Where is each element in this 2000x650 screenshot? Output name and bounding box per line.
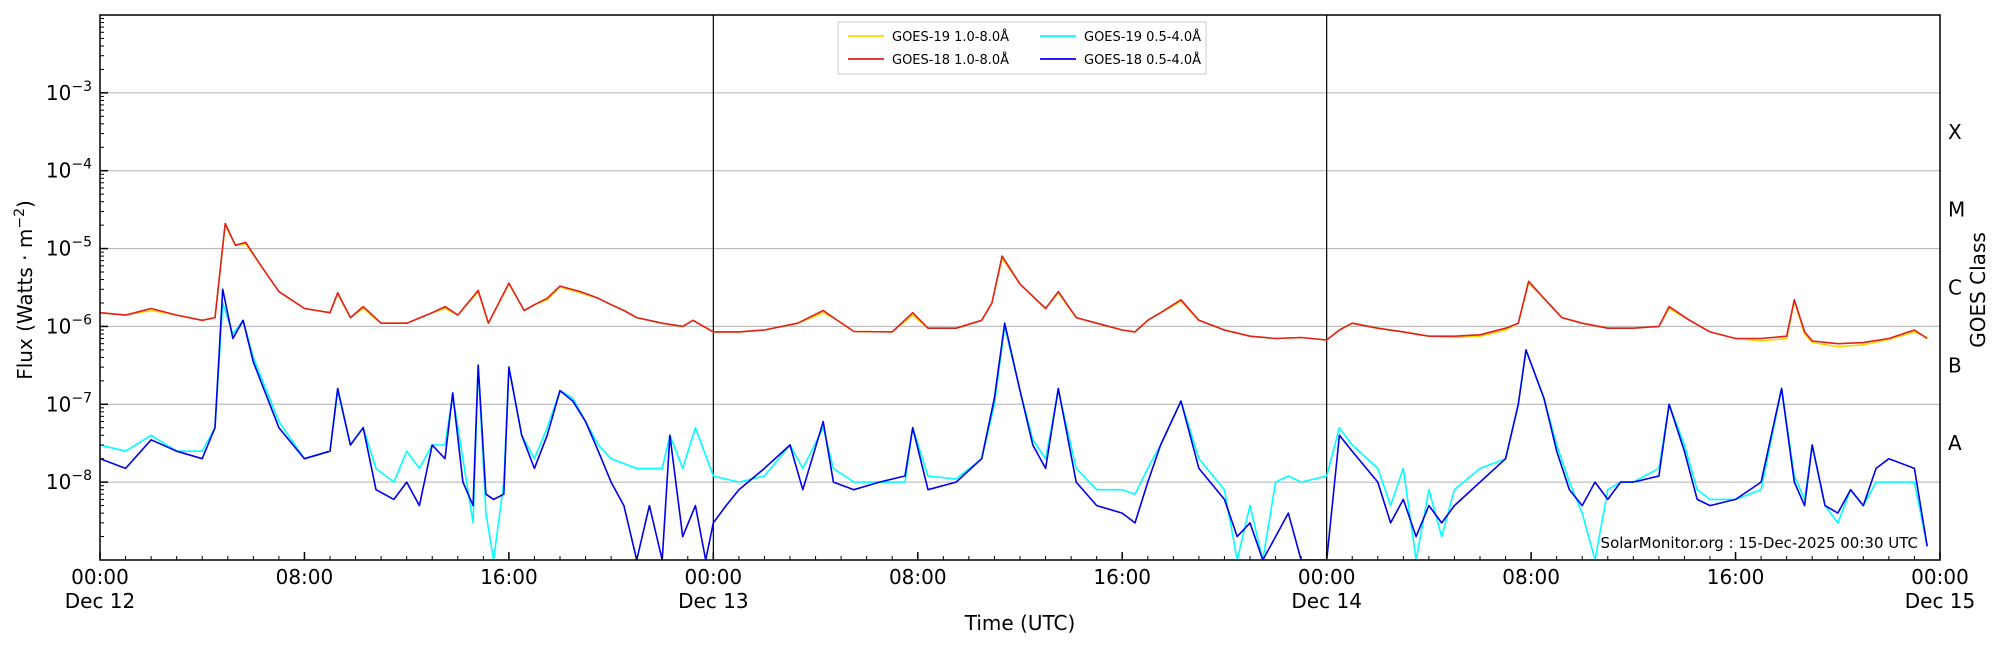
x-tick-label: 08:00 (1502, 565, 1560, 589)
day-boundary-lines (712, 15, 1328, 560)
x-tick-label: 00:00 (685, 565, 743, 589)
credit-text: SolarMonitor.org : 15-Dec-2025 00:30 UTC (1601, 534, 1918, 552)
grid-lines (100, 92, 1940, 483)
goes-class-label: A (1948, 431, 1962, 455)
goes-class-label: M (1948, 198, 1965, 222)
legend-label: GOES-19 1.0-8.0Å (892, 29, 1009, 45)
x-tick-date-label: Dec 13 (678, 589, 749, 613)
y-tick-label: 10−6 (46, 312, 92, 338)
y-tick-label: 10−8 (46, 468, 92, 494)
goes-class-label: X (1948, 120, 1962, 144)
legend-label: GOES-18 1.0-8.0Å (892, 52, 1009, 68)
plot-frame (99, 14, 1941, 561)
legend-label: GOES-19 0.5-4.0Å (1084, 29, 1201, 45)
series-line (100, 224, 1928, 348)
series-line (100, 302, 1928, 560)
y-axis-title: Flux (Watts · m−2) (12, 200, 37, 380)
x-tick-label: 16:00 (1093, 565, 1151, 589)
x-axis-title: Time (UTC) (964, 611, 1076, 635)
goes-class-label: C (1948, 276, 1962, 300)
x-tick-label: 00:00 (1911, 565, 1969, 589)
y-tick-label: 10−5 (46, 235, 92, 261)
y-tick-label: 10−3 (46, 79, 92, 105)
x-tick-label: 08:00 (889, 565, 947, 589)
goes-class-labels: A B C M X (1948, 120, 1965, 455)
y-tick-label: 10−7 (46, 390, 92, 416)
x-tick-date-label: Dec 15 (1905, 589, 1976, 613)
legend: GOES-19 1.0-8.0Å GOES-18 1.0-8.0Å GOES-19 … (837, 21, 1207, 75)
x-tick-label: 00:00 (1298, 565, 1356, 589)
x-tick-label: 00:00 (71, 565, 129, 589)
series-line (100, 288, 1928, 560)
series-line (100, 222, 1928, 345)
y-tick-labels: 10−8 10−7 10−6 10−5 10−4 10−3 (46, 79, 92, 494)
x-tick-label: 08:00 (276, 565, 334, 589)
legend-label: GOES-18 0.5-4.0Å (1084, 52, 1201, 68)
axis-ticks (99, 18, 1941, 560)
flux-series (100, 222, 1928, 560)
x-tick-label: 16:00 (1707, 565, 1765, 589)
legend-box (837, 21, 1207, 75)
goes-class-label: B (1948, 353, 1962, 377)
x-tick-date-label: Dec 12 (65, 589, 136, 613)
x-tick-date-label: Dec 14 (1291, 589, 1362, 613)
y-tick-label: 10−4 (46, 157, 92, 183)
right-axis-title: GOES Class (1966, 232, 1990, 348)
x-tick-label: 16:00 (480, 565, 538, 589)
